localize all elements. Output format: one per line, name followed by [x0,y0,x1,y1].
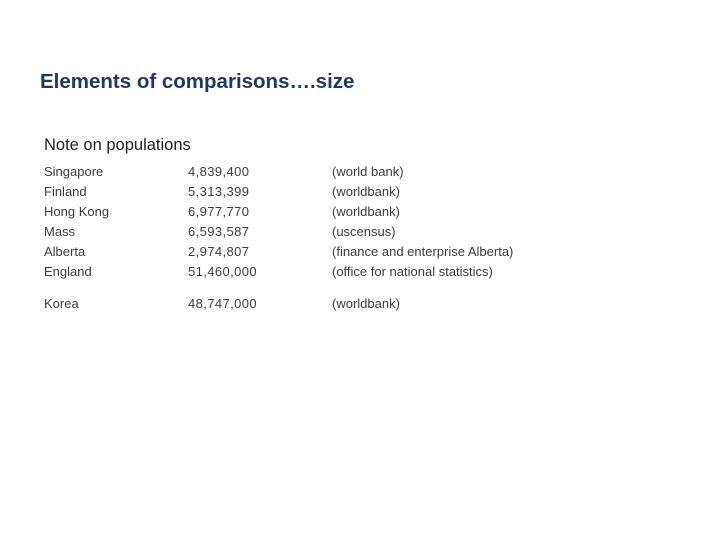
population-value: 51,460,000 [188,264,258,279]
section-subtitle: Note on populations [44,136,191,154]
page-title: Elements of comparisons….size [40,70,355,93]
population-value: 6,977,770 [188,204,250,219]
population-value: 4,839,400 [188,164,250,179]
population-value: 5,313,399 [188,184,250,199]
data-source: (office for national statistics) [332,264,493,279]
population-value: 48,747,000 [188,296,258,311]
population-table: Singapore 4,839,400 (world bank) Finland… [44,162,644,314]
population-value: 2,974,807 [188,244,250,259]
data-source: (worldbank) [332,204,400,219]
country-name: Hong Kong [44,204,110,219]
country-name: Mass [44,224,76,239]
population-value: 6,593,587 [188,224,250,239]
table-row: Alberta 2,974,807 (finance and enterpris… [44,242,644,262]
table-row: Finland 5,313,399 (worldbank) [44,182,644,202]
country-name: Korea [44,296,79,311]
data-source: (uscensus) [332,224,396,239]
country-name: Finland [44,184,87,199]
table-row: Korea 48,747,000 (worldbank) [44,294,644,314]
data-source: (worldbank) [332,184,400,199]
country-name: England [44,264,92,279]
country-name: Singapore [44,164,104,179]
table-row: Hong Kong 6,977,770 (worldbank) [44,202,644,222]
data-source: (world bank) [332,164,404,179]
country-name: Alberta [44,244,86,259]
table-row: Singapore 4,839,400 (world bank) [44,162,644,182]
data-source: (worldbank) [332,296,400,311]
data-source: (finance and enterprise Alberta) [332,244,514,259]
table-row: Mass 6,593,587 (uscensus) [44,222,644,242]
table-row: England 51,460,000 (office for national … [44,262,644,282]
